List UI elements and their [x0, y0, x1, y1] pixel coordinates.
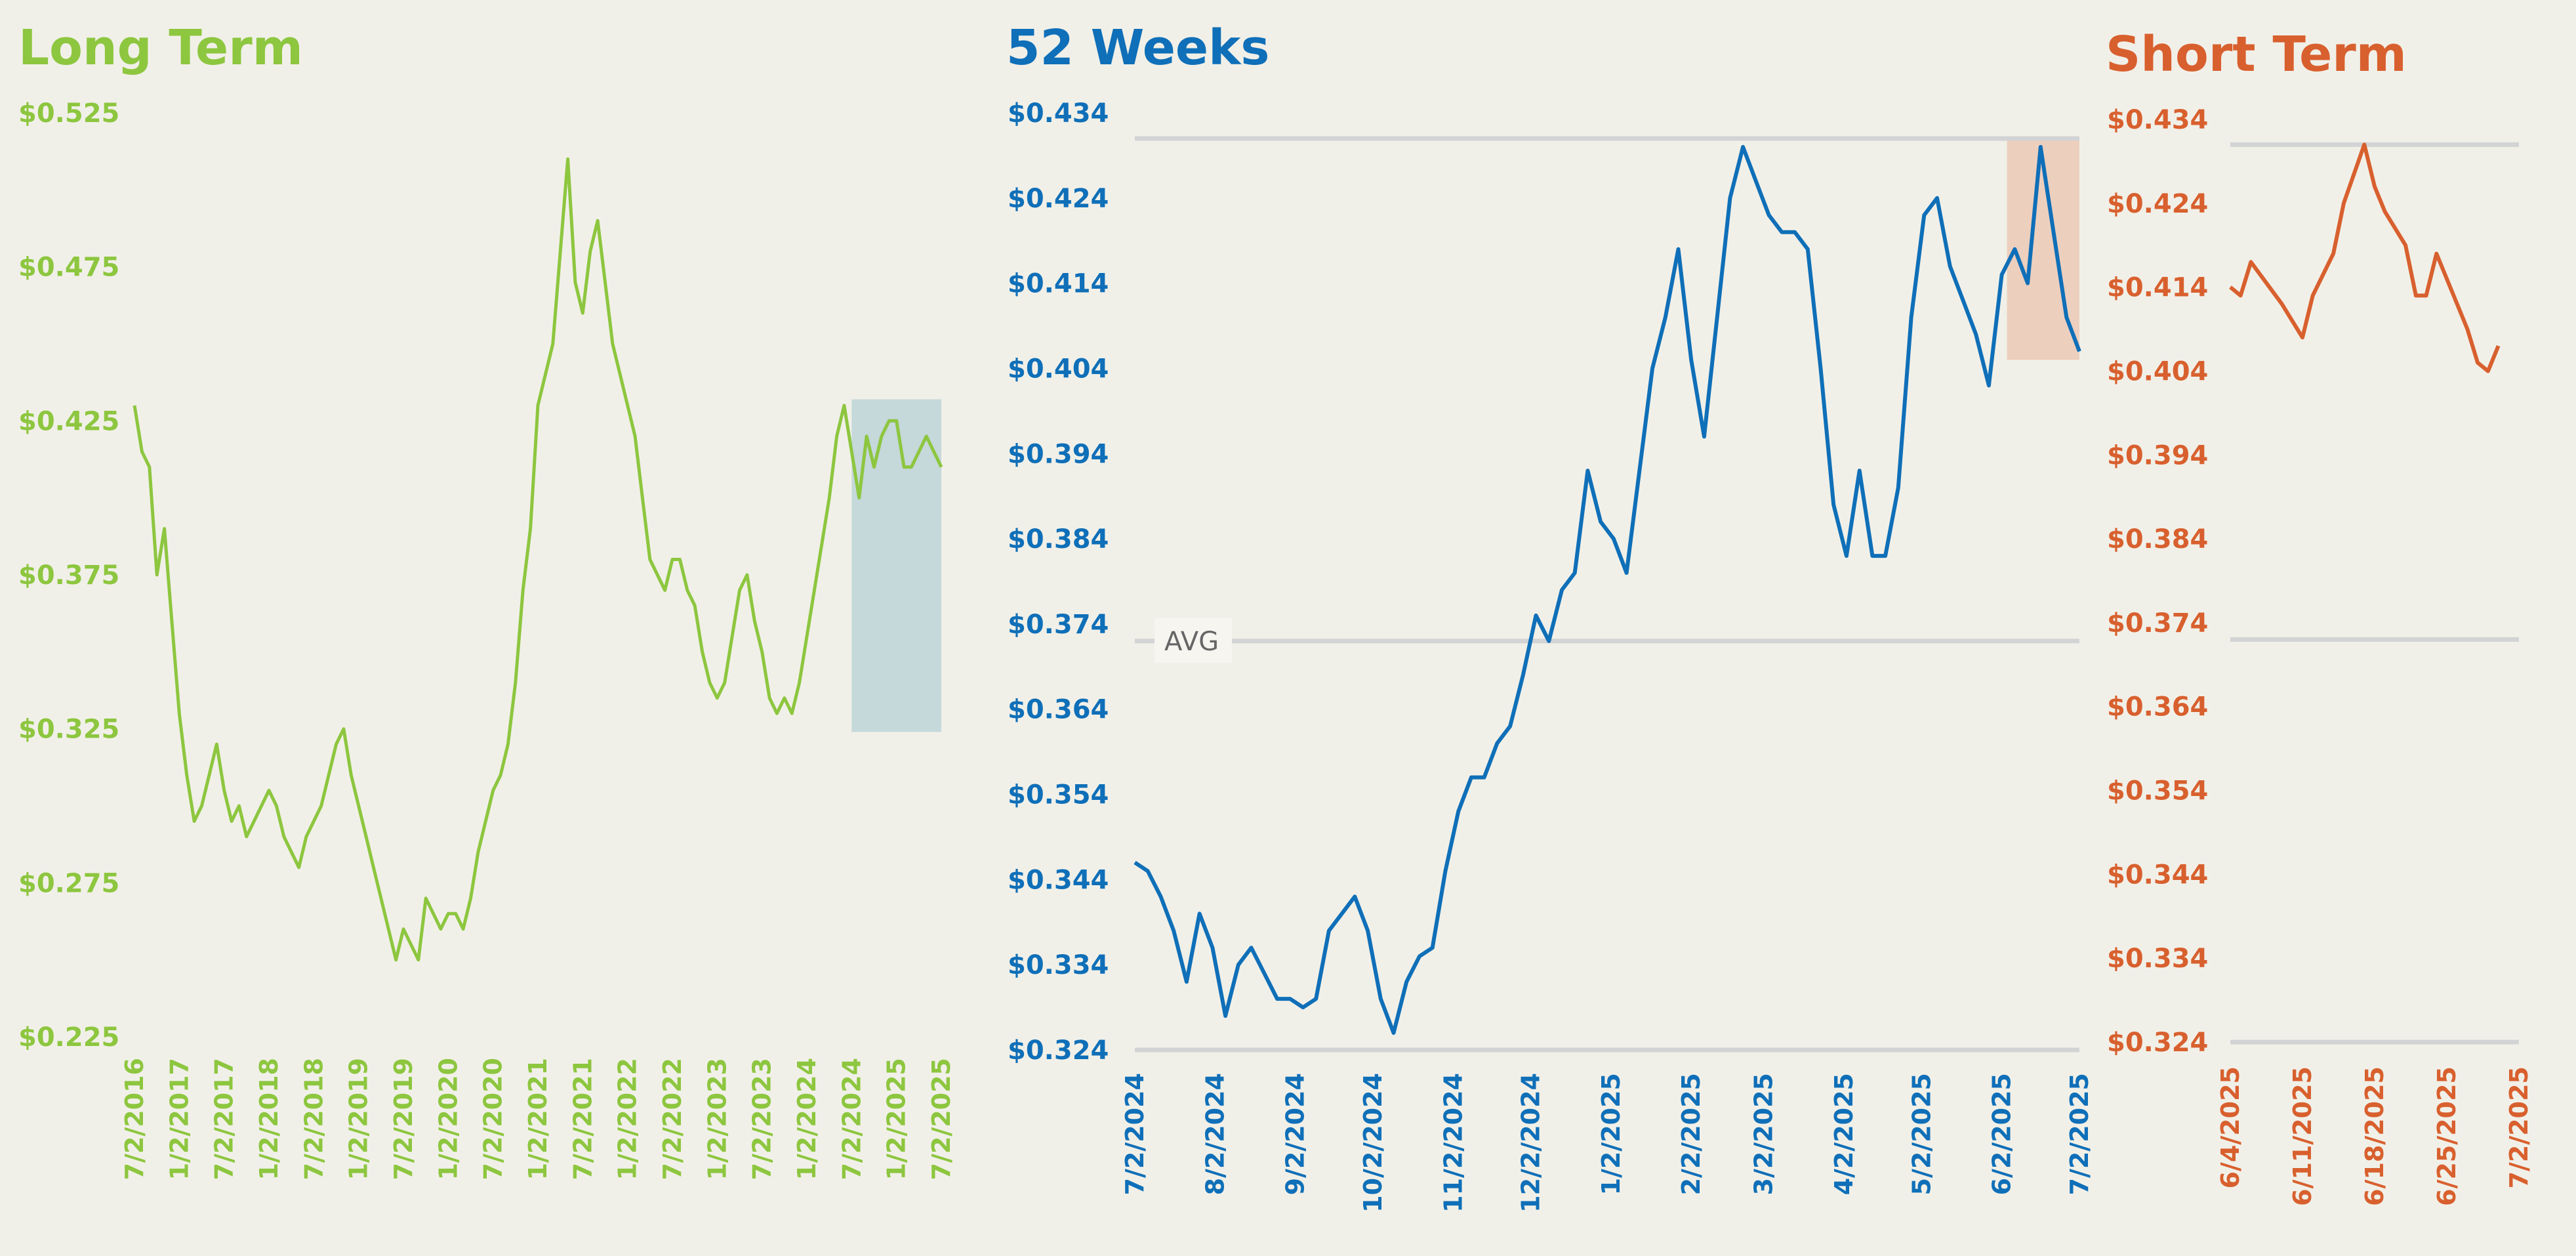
- avg-label: AVG: [1164, 627, 1219, 657]
- y-axis-ticks: $0.434 $0.424 $0.414 $0.404 $0.394 $0.384 $0.3…: [2107, 105, 2208, 1058]
- short-term-price-line: [2229, 142, 2501, 373]
- x-tick-label: 1/2/2019: [344, 1058, 373, 1180]
- x-axis-ticks: 6/4/2025 6/11/2025 6/18/2025 6/25/2025 7/2/2…: [2216, 1066, 2533, 1206]
- y-tick-label: $0.374: [1008, 610, 1109, 640]
- x-tick-label: 7/2/2020: [479, 1058, 508, 1180]
- y-tick-label: $0.364: [2107, 692, 2208, 722]
- gridlines: [2230, 142, 2519, 1045]
- x-tick-label: 7/2/2025: [2065, 1073, 2094, 1195]
- y-tick-label: $0.525: [18, 98, 119, 129]
- x-tick-label: 1/2/2022: [613, 1058, 642, 1180]
- x-tick-label: 1/2/2018: [255, 1058, 283, 1180]
- x-tick-label: 12/2/2024: [1517, 1073, 1545, 1213]
- y-tick-label: $0.354: [1008, 780, 1109, 810]
- y-tick-label: $0.414: [1008, 269, 1109, 299]
- y-tick-label: $0.475: [18, 253, 119, 283]
- y-tick-label: $0.384: [1008, 524, 1109, 555]
- y-tick-label: $0.374: [2107, 608, 2208, 638]
- y-tick-label: $0.384: [2107, 524, 2208, 555]
- x-axis-ticks: 7/2/2016 1/2/2017 7/2/2017 1/2/2018 7/2/2018…: [120, 1058, 956, 1180]
- x-tick-label: 10/2/2024: [1359, 1073, 1387, 1213]
- y-tick-label: $0.425: [18, 406, 119, 436]
- y-tick-label: $0.344: [2107, 860, 2208, 890]
- x-tick-label: 7/2/2024: [1120, 1073, 1149, 1195]
- x-tick-label: 7/2/2021: [568, 1058, 597, 1180]
- x-tick-label: 7/2/2023: [748, 1058, 777, 1180]
- x-tick-label: 1/2/2024: [792, 1058, 821, 1180]
- x-tick-label: 1/2/2021: [523, 1058, 552, 1180]
- y-tick-label: $0.394: [2107, 440, 2208, 471]
- long-term-price-line: [133, 157, 943, 962]
- y-tick-label: $0.404: [1008, 354, 1109, 384]
- x-tick-label: 7/2/2017: [210, 1058, 239, 1180]
- x-tick-label: 1/2/2025: [882, 1058, 911, 1180]
- 52-weeks-chart: AVG 52 Weeks $0.434$0.424$0.414$0.404$0.…: [1006, 20, 2094, 1213]
- y-tick-label: $0.225: [18, 1022, 119, 1053]
- y-tick-label: $0.434: [1008, 98, 1109, 129]
- avg-label-box: [1155, 618, 1232, 663]
- chart-title: Short Term: [2106, 26, 2407, 83]
- x-tick-label: 6/25/2025: [2432, 1066, 2461, 1206]
- y-tick-label: $0.414: [2107, 273, 2208, 303]
- x-tick-label: 6/2/2025: [1988, 1073, 2016, 1195]
- y-tick-label: $0.354: [2107, 776, 2208, 806]
- y-tick-label: $0.394: [1008, 439, 1109, 469]
- y-tick-label: $0.434: [2107, 105, 2208, 135]
- y-tick-label: $0.325: [18, 715, 119, 745]
- chart-title: 52 Weeks: [1006, 20, 1269, 76]
- y-axis-ticks: $0.525 $0.475 $0.425 $0.375 $0.325 $0.275 $0.2…: [18, 98, 119, 1053]
- x-tick-label: 8/2/2024: [1200, 1073, 1229, 1195]
- x-tick-label: 6/11/2025: [2288, 1066, 2317, 1206]
- x-tick-label: 7/2/2022: [658, 1058, 687, 1180]
- short-term-chart: Short Term $0.434 $0.424 $0.414 $0.404 $0.39…: [2106, 26, 2533, 1206]
- y-tick-label: $0.424: [2107, 189, 2208, 219]
- x-axis-ticks: 7/2/2024 8/2/2024 9/2/2024 10/2/2024 11/2/20…: [1120, 1073, 2094, 1213]
- long-term-chart: Long Term $0.525 $0.475 $0.425 $0.375 $0.325…: [18, 20, 956, 1180]
- x-tick-label: 1/2/2025: [1597, 1073, 1625, 1195]
- y-tick-label: $0.404: [2107, 356, 2208, 387]
- chart-title: Long Term: [18, 20, 303, 76]
- recent-period-highlight: [851, 399, 941, 732]
- x-tick-label: 7/2/2025: [927, 1058, 956, 1180]
- x-tick-label: 3/2/2025: [1749, 1073, 1778, 1195]
- x-tick-label: 6/4/2025: [2216, 1066, 2245, 1188]
- x-tick-label: 9/2/2024: [1281, 1073, 1310, 1195]
- x-tick-label: 7/2/2024: [837, 1058, 866, 1180]
- x-tick-label: 1/2/2020: [434, 1058, 462, 1180]
- x-tick-label: 1/2/2017: [165, 1058, 194, 1180]
- y-tick-label: $0.424: [1008, 184, 1109, 214]
- y-tick-label: $0.364: [1008, 695, 1109, 725]
- y-tick-label: $0.324: [1008, 1036, 1109, 1066]
- 52-weeks-price-line: [1134, 144, 2081, 1035]
- x-tick-label: 5/2/2025: [1907, 1073, 1936, 1195]
- x-tick-label: 7/2/2025: [2504, 1066, 2533, 1188]
- x-tick-label: 4/2/2025: [1830, 1073, 1858, 1195]
- x-tick-label: 7/2/2018: [299, 1058, 328, 1180]
- x-tick-label: 7/2/2016: [120, 1058, 149, 1180]
- y-tick-label: $0.275: [18, 868, 119, 898]
- y-tick-label: $0.334: [2107, 944, 2208, 974]
- y-axis-ticks: $0.434 $0.424 $0.414 $0.404 $0.394 $0.384 $0.3…: [1008, 98, 1109, 1066]
- y-tick-label: $0.334: [1008, 950, 1109, 980]
- x-tick-label: 7/2/2019: [389, 1058, 418, 1180]
- y-tick-label: $0.344: [1008, 865, 1109, 895]
- x-tick-label: 1/2/2023: [703, 1058, 731, 1180]
- x-tick-label: 6/18/2025: [2360, 1066, 2389, 1206]
- x-tick-label: 2/2/2025: [1677, 1073, 1706, 1195]
- gridlines: [1135, 136, 2079, 1053]
- x-tick-label: 11/2/2024: [1439, 1073, 1467, 1213]
- y-tick-label: $0.375: [18, 560, 119, 591]
- y-tick-label: $0.324: [2107, 1028, 2208, 1058]
